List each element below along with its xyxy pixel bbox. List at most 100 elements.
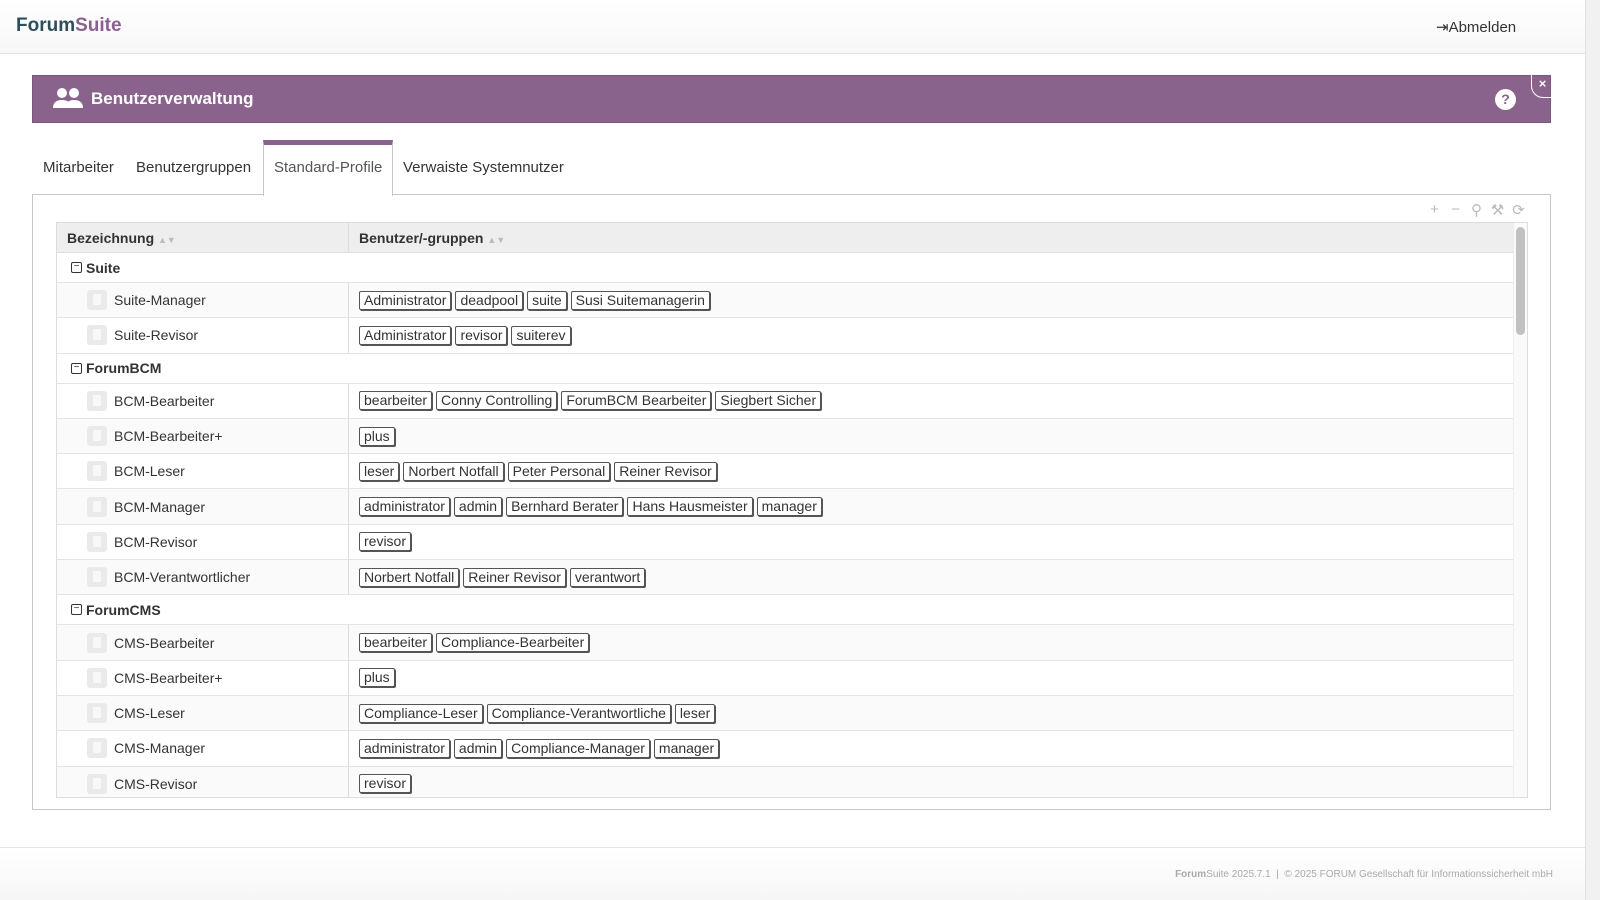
collapse-icon[interactable]: −: [71, 262, 82, 273]
profile-name: BCM-Manager: [114, 498, 206, 515]
table-row[interactable]: CMS-Manager administrator admin Compliance-…: [57, 731, 1527, 767]
profiles-grid: Bezeichnung ▲▼ Benutzer/-gruppen ▲▼ − Sui…: [56, 222, 1528, 798]
member-tag[interactable]: administrator: [359, 738, 450, 758]
close-icon[interactable]: ×: [1531, 74, 1553, 98]
member-tag[interactable]: Conny Controlling: [436, 391, 558, 411]
member-tag[interactable]: Reiner Revisor: [463, 567, 566, 587]
profile-name: CMS-Manager: [114, 740, 206, 757]
member-tag[interactable]: Administrator: [359, 325, 452, 345]
member-tag[interactable]: Hans Hausmeister: [627, 497, 753, 517]
window-scrollbar[interactable]: [1585, 0, 1600, 900]
logo[interactable]: ForumSuite: [16, 15, 122, 36]
refresh-icon[interactable]: ⟳: [1512, 202, 1525, 219]
member-tag[interactable]: suiterev: [511, 325, 571, 345]
profile-cell: CMS-Bearbeiter+: [57, 660, 349, 695]
table-row[interactable]: Suite-Revisor Administrator revisor suitere…: [57, 318, 1527, 354]
document-icon: [87, 325, 107, 346]
member-tag[interactable]: Compliance-Verantwortliche: [486, 703, 671, 723]
member-tag[interactable]: leser: [674, 703, 716, 723]
member-tag[interactable]: Compliance-Manager: [506, 738, 650, 758]
member-tag[interactable]: ForumBCM Bearbeiter: [561, 391, 712, 411]
member-tag[interactable]: revisor: [359, 532, 412, 552]
profile-cell: BCM-Verantwortlicher: [57, 560, 349, 595]
profile-name: CMS-Bearbeiter+: [114, 669, 223, 686]
tab-benutzergruppen[interactable]: Benutzergruppen: [136, 159, 252, 176]
tab-verwaiste-systemnutzer[interactable]: Verwaiste Systemnutzer: [403, 159, 564, 176]
member-tag[interactable]: Siegbert Sicher: [715, 391, 822, 411]
scrollbar-track[interactable]: [1513, 223, 1527, 797]
footer-text: ForumSuite 2025.7.1 | © 2025 FORUM Gesel…: [1175, 869, 1553, 880]
profile-cell: Suite-Manager: [57, 283, 349, 318]
members-cell: leser Norbert Notfall Peter Personal Reiner…: [349, 461, 717, 481]
profile-name: BCM-Verantwortlicher: [114, 569, 251, 586]
logout-icon: ⇥: [1436, 19, 1449, 36]
member-tag[interactable]: verantwort: [569, 567, 646, 587]
tab-standard-profile[interactable]: Standard-Profile: [263, 140, 394, 196]
table-row[interactable]: BCM-Revisor revisor: [57, 524, 1527, 561]
column-header-bezeichnung[interactable]: Bezeichnung ▲▼: [57, 223, 349, 252]
table-row[interactable]: BCM-Verantwortlicher Norbert Notfall Reine…: [57, 560, 1527, 596]
members-cell: Administrator revisor suiterev: [349, 325, 571, 345]
member-tag[interactable]: bearbeiter: [359, 391, 433, 411]
table-row[interactable]: CMS-Revisor revisor: [57, 766, 1527, 797]
table-row[interactable]: BCM-Bearbeiter bearbeiter Conny Controllin…: [57, 383, 1527, 419]
members-cell: revisor: [349, 532, 412, 552]
member-tag[interactable]: revisor: [455, 325, 508, 345]
member-tag[interactable]: manager: [653, 738, 720, 758]
member-tag[interactable]: Susi Suitemanagerin: [570, 290, 710, 310]
document-icon: [87, 426, 107, 447]
member-tag[interactable]: admin: [453, 738, 503, 758]
help-icon[interactable]: ?: [1495, 89, 1516, 110]
table-row[interactable]: CMS-Bearbeiter+ plus: [57, 660, 1527, 696]
table-row[interactable]: CMS-Bearbeiter bearbeiter Compliance-Bearb…: [57, 625, 1527, 661]
logout-button[interactable]: ⇥Abmelden: [1436, 18, 1516, 36]
table-row[interactable]: BCM-Bearbeiter+ plus: [57, 418, 1527, 455]
wrench-icon[interactable]: ⚒: [1490, 202, 1505, 219]
group-row[interactable]: − Suite: [57, 253, 1527, 283]
member-tag[interactable]: Peter Personal: [507, 461, 611, 481]
member-tag[interactable]: manager: [756, 497, 822, 517]
collapse-icon[interactable]: −: [71, 362, 82, 374]
member-tag[interactable]: Administrator: [359, 290, 452, 310]
sort-icon[interactable]: ▲▼: [487, 235, 506, 245]
member-tag[interactable]: Compliance-Bearbeiter: [436, 633, 590, 653]
sort-icon[interactable]: ▲▼: [158, 235, 176, 245]
column-header-benutzer[interactable]: Benutzer/-gruppen ▲▼: [359, 230, 506, 246]
member-tag[interactable]: Bernhard Berater: [506, 497, 624, 517]
profile-cell: BCM-Manager: [57, 489, 349, 524]
member-tag[interactable]: deadpool: [455, 290, 524, 310]
group-row[interactable]: − ForumBCM: [57, 354, 1527, 384]
document-icon: [87, 703, 107, 724]
member-tag[interactable]: administrator: [359, 497, 450, 517]
document-icon: [87, 290, 107, 311]
search-icon[interactable]: ⚲: [1471, 202, 1482, 219]
profile-cell: CMS-Manager: [57, 731, 349, 766]
member-tag[interactable]: Reiner Revisor: [614, 461, 717, 481]
member-tag[interactable]: plus: [359, 668, 395, 688]
member-tag[interactable]: suite: [527, 290, 567, 310]
collapse-icon[interactable]: −: [71, 604, 82, 616]
member-tag[interactable]: plus: [359, 426, 395, 446]
member-tag[interactable]: leser: [359, 461, 400, 481]
profile-cell: Suite-Revisor: [57, 318, 349, 353]
member-tag[interactable]: Norbert Notfall: [359, 567, 460, 587]
remove-icon[interactable]: −: [1451, 201, 1460, 218]
members-cell: bearbeiter Conny Controlling ForumBCM Bear…: [349, 391, 822, 411]
member-tag[interactable]: Norbert Notfall: [403, 461, 504, 481]
member-tag[interactable]: bearbeiter: [359, 633, 433, 653]
add-icon[interactable]: +: [1430, 201, 1439, 218]
document-icon: [87, 496, 107, 517]
profile-cell: BCM-Bearbeiter: [57, 383, 349, 418]
scrollbar-thumb[interactable]: [1516, 227, 1525, 335]
member-tag[interactable]: Compliance-Leser: [359, 703, 483, 723]
table-row[interactable]: CMS-Leser Compliance-Leser Compliance-Vera…: [57, 695, 1527, 732]
tab-mitarbeiter[interactable]: Mitarbeiter: [43, 159, 114, 176]
table-row[interactable]: BCM-Manager administrator admin Bernhard Be…: [57, 489, 1527, 525]
profile-name: BCM-Bearbeiter: [114, 392, 215, 409]
logout-label: Abmelden: [1448, 19, 1517, 36]
member-tag[interactable]: admin: [453, 497, 503, 517]
member-tag[interactable]: revisor: [359, 774, 412, 794]
table-row[interactable]: BCM-Leser leser Norbert Notfall Peter Perso…: [57, 454, 1527, 490]
table-row[interactable]: Suite-Manager Administrator deadpool suite S…: [57, 283, 1527, 319]
group-row[interactable]: − ForumCMS: [57, 595, 1527, 626]
